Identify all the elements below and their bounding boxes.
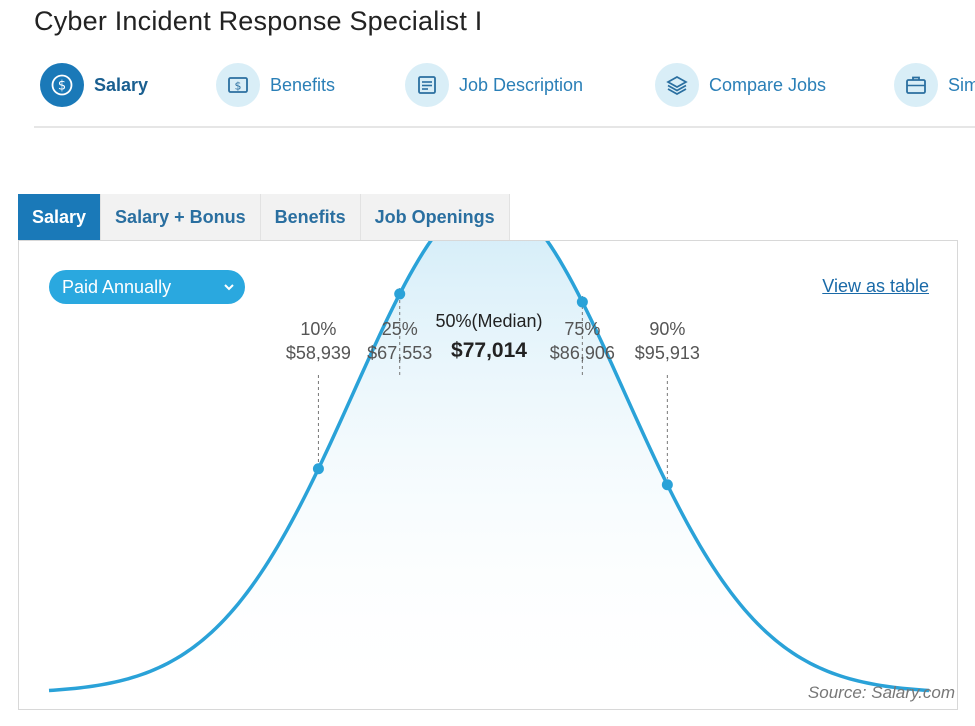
percentile-value: $86,906 <box>550 343 615 363</box>
curve-area-fill <box>49 241 929 709</box>
nav-label: Job Description <box>459 74 584 95</box>
nav-label: Salary <box>94 74 149 95</box>
distribution-curve <box>48 241 930 693</box>
nav-label: Compare Jobs <box>709 74 827 95</box>
dollar-coin-icon: $ <box>40 63 84 107</box>
percentile-label: 50%(Median) <box>435 311 542 331</box>
source-credit: Source: Salary.com <box>807 683 955 702</box>
view-as-table-link[interactable]: View as table <box>822 276 929 296</box>
nav-benefits[interactable]: $ Benefits <box>216 60 335 110</box>
top-nav: $ Salary $ Benefits Job Description Comp… <box>34 60 975 128</box>
salary-tabs: Salary Salary + Bonus Benefits Job Openi… <box>18 194 510 240</box>
nav-label: Benefits <box>270 74 336 95</box>
salary-chart-panel: 10% $58,939 25% $67,553 50%(Median) $77,014 75… <box>18 240 958 710</box>
nav-job-description[interactable]: Job Description <box>405 60 583 110</box>
percentile-point[interactable] <box>576 296 588 308</box>
percentile-value: $95,913 <box>635 343 700 363</box>
percentile-label: 90% <box>649 319 685 339</box>
percentile-label: 25% <box>382 319 418 339</box>
percentile-point[interactable] <box>394 288 406 300</box>
percentile-value: $77,014 <box>451 339 527 362</box>
page-title: Cyber Incident Response Specialist I <box>34 6 483 36</box>
nav-label: Sim <box>948 74 975 95</box>
chevron-down-icon <box>224 284 234 291</box>
pay-period-select[interactable]: Paid Annually <box>49 270 245 304</box>
layers-icon <box>655 63 699 107</box>
percentile-label: 75% <box>564 319 600 339</box>
nav-compare-jobs[interactable]: Compare Jobs <box>655 60 826 110</box>
nav-salary[interactable]: $ Salary <box>40 60 148 110</box>
tab-salary[interactable]: Salary <box>18 194 102 240</box>
nav-similar-jobs[interactable]: Sim <box>894 60 975 110</box>
percentile-label: 10% <box>300 319 336 339</box>
percentile-point[interactable] <box>661 479 673 491</box>
tab-salary-bonus[interactable]: Salary + Bonus <box>101 194 261 240</box>
briefcase-icon <box>894 63 938 107</box>
percentile-point[interactable] <box>312 463 324 475</box>
tab-benefits[interactable]: Benefits <box>260 194 361 240</box>
document-icon <box>405 63 449 107</box>
percentile-value: $58,939 <box>286 343 351 363</box>
svg-text:$: $ <box>58 79 66 94</box>
percentile-value: $67,553 <box>367 343 432 363</box>
tab-job-openings[interactable]: Job Openings <box>360 194 510 240</box>
svg-text:$: $ <box>235 80 242 93</box>
dollar-bill-icon: $ <box>216 63 260 107</box>
pay-period-value: Paid Annually <box>62 276 172 297</box>
